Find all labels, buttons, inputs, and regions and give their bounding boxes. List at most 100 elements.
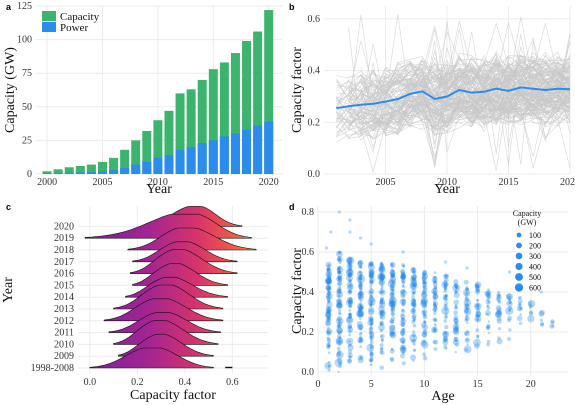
- scatter-point: [391, 308, 396, 313]
- panel-d-ylabel: Capacity factor: [290, 248, 305, 334]
- scatter-point: [359, 331, 363, 335]
- scatter-point: [443, 282, 447, 287]
- panel-label-a: a: [6, 2, 12, 12]
- scatter-point: [336, 315, 342, 322]
- scatter-point: [391, 273, 395, 278]
- scatter-point: [433, 291, 436, 294]
- scatter-point: [379, 299, 384, 305]
- scatter-point: [380, 275, 384, 279]
- scatter-point: [358, 308, 362, 313]
- scatter-point: [379, 265, 384, 270]
- scatter-point: [540, 322, 545, 327]
- scatter-point: [463, 279, 469, 285]
- scatter-point: [327, 276, 331, 280]
- scatter-point: [336, 256, 343, 262]
- scatter-point: [368, 272, 375, 279]
- scatter-point: [402, 285, 406, 289]
- scatter-point: [338, 336, 342, 339]
- scatter-point: [379, 267, 383, 271]
- scatter-point: [359, 277, 363, 281]
- unit-line: [434, 51, 571, 87]
- scatter-point: [390, 304, 396, 309]
- scatter-point: [346, 258, 353, 264]
- scatter-point: [389, 270, 396, 276]
- scatter-point: [434, 286, 437, 290]
- scatter-point: [539, 290, 544, 294]
- scatter-point: [487, 320, 490, 323]
- scatter-point: [358, 236, 363, 240]
- scatter-point: [356, 270, 364, 277]
- scatter-point: [348, 314, 352, 318]
- scatter-point: [476, 318, 480, 322]
- panel-c-xtick-label: 0.4: [179, 377, 192, 388]
- scatter-point: [432, 288, 437, 292]
- scatter-point: [412, 270, 416, 274]
- scatter-point: [444, 304, 448, 308]
- scatter-point: [495, 310, 502, 316]
- scatter-point: [348, 290, 351, 293]
- scatter-point: [378, 301, 386, 309]
- ridge-2010: [113, 320, 219, 345]
- scatter-point: [379, 348, 384, 352]
- panel-d-ytick-label: 0.4: [302, 287, 315, 298]
- scatter-point: [496, 338, 503, 345]
- scatter-point: [390, 268, 394, 272]
- scatter-point: [326, 279, 331, 285]
- scatter-point: [433, 347, 438, 351]
- scatter-point: [369, 326, 374, 331]
- scatter-point: [399, 346, 407, 354]
- scatter-point: [528, 306, 532, 310]
- scatter-point: [486, 304, 490, 308]
- scatter-point: [412, 342, 416, 346]
- scatter-point: [422, 301, 426, 305]
- scatter-point: [443, 280, 448, 285]
- scatter-point: [359, 293, 363, 297]
- scatter-point: [325, 295, 332, 301]
- scatter-point: [326, 286, 331, 291]
- scatter-point: [507, 296, 512, 300]
- scatter-point: [359, 317, 362, 321]
- scatter-point: [389, 331, 396, 338]
- scatter-point: [359, 274, 363, 278]
- scatter-point: [453, 318, 459, 323]
- scatter-point: [443, 296, 447, 301]
- scatter-point: [400, 289, 406, 294]
- scatter-point: [422, 314, 428, 320]
- scatter-point: [474, 281, 482, 289]
- scatter-point: [390, 357, 395, 363]
- scatter-point: [325, 342, 331, 348]
- scatter-point: [433, 275, 436, 279]
- scatter-point: [412, 274, 417, 279]
- scatter-point: [326, 276, 332, 282]
- panel-b-xlabel: Year: [434, 182, 460, 197]
- scatter-point: [347, 349, 353, 355]
- scatter-point: [369, 346, 373, 350]
- scatter-point: [379, 298, 384, 302]
- scatter-point: [369, 261, 374, 267]
- scatter-point: [390, 292, 395, 297]
- scatter-point: [324, 311, 332, 319]
- panel-b-ytick-label: 0.4: [308, 66, 321, 77]
- scatter-point: [400, 273, 407, 280]
- scatter-point: [401, 346, 405, 350]
- scatter-point: [357, 260, 364, 266]
- scatter-point: [378, 273, 386, 280]
- scatter-point: [348, 261, 352, 265]
- scatter-point: [400, 268, 405, 274]
- scatter-point: [485, 291, 491, 297]
- scatter-point: [369, 296, 375, 303]
- scatter-point: [327, 337, 331, 341]
- panel-b-xtick-label: 2015: [499, 177, 519, 188]
- scatter-point: [519, 303, 522, 307]
- scatter-point: [370, 274, 374, 278]
- scatter-point: [476, 299, 479, 302]
- scatter-point: [325, 285, 332, 291]
- scatter-point: [357, 311, 364, 318]
- scatter-point: [369, 285, 373, 288]
- scatter-point: [412, 307, 415, 311]
- scatter-point: [529, 311, 534, 316]
- bar-power: [53, 172, 63, 174]
- scatter-point: [412, 313, 417, 319]
- scatter-point: [464, 303, 468, 307]
- scatter-point: [454, 317, 458, 321]
